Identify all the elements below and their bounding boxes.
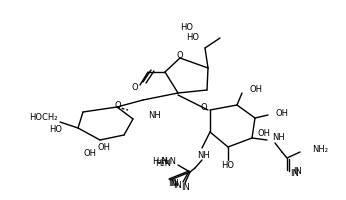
Text: IN: IN — [182, 184, 190, 192]
Text: HO: HO — [49, 126, 62, 134]
Text: IN: IN — [174, 182, 182, 190]
Text: H₂N: H₂N — [152, 158, 168, 166]
Text: O: O — [115, 100, 121, 110]
Text: HOCH₂: HOCH₂ — [29, 114, 57, 122]
Text: O: O — [201, 104, 207, 112]
Text: NH₂: NH₂ — [312, 146, 328, 154]
Text: OH: OH — [276, 108, 289, 117]
Text: HO: HO — [181, 23, 193, 32]
Text: OH: OH — [83, 148, 97, 158]
Text: IN: IN — [171, 178, 180, 188]
Text: IN: IN — [290, 170, 299, 178]
Text: H₂N: H₂N — [160, 156, 176, 166]
Text: NH: NH — [148, 112, 161, 120]
Text: NH: NH — [197, 152, 209, 160]
Text: OH: OH — [249, 86, 262, 95]
Text: O: O — [177, 51, 183, 60]
Text: HO: HO — [221, 160, 235, 170]
Text: O: O — [132, 84, 138, 92]
Text: OH: OH — [97, 142, 110, 152]
Text: HO: HO — [186, 33, 200, 43]
Text: H₂N: H₂N — [155, 158, 171, 168]
Text: NH: NH — [272, 134, 285, 142]
Text: IN: IN — [293, 168, 302, 176]
Text: IN: IN — [169, 178, 177, 188]
Text: OH: OH — [258, 129, 271, 138]
